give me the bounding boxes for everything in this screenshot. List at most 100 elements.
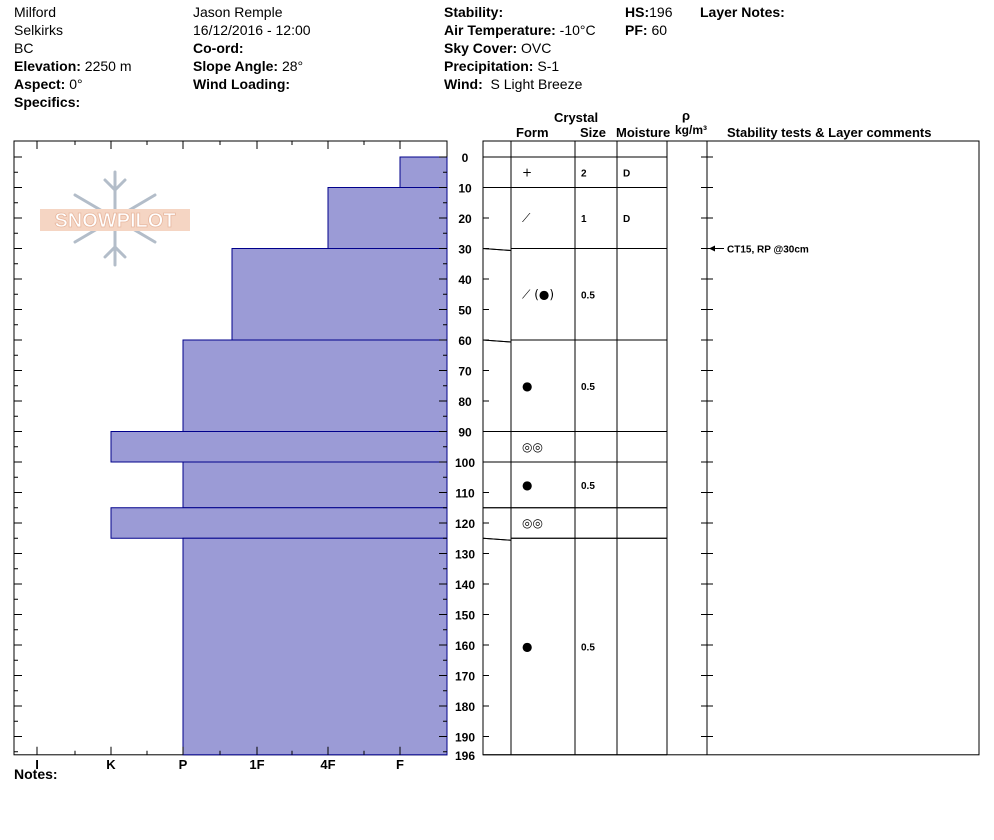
- depth-label: 60: [458, 334, 472, 348]
- sky-cover: Sky Cover: OVC: [444, 39, 551, 57]
- crystal-form: ◎◎: [522, 516, 543, 530]
- stability-label: Stability:: [444, 4, 504, 20]
- moisture: D: [623, 168, 630, 179]
- depth-label: 100: [455, 456, 475, 470]
- pf: PF: 60: [625, 21, 667, 39]
- hardness-bar: [110, 507, 448, 539]
- density-unit-header: kg/m³: [675, 123, 708, 137]
- stability-arrow-head: [709, 245, 715, 252]
- elevation-value: 2250 m: [84, 58, 132, 74]
- slope: Slope Angle: 28°: [193, 57, 303, 75]
- moisture-header: Moisture: [616, 125, 671, 140]
- layer-boundary-connector: [482, 248, 512, 251]
- crystal-size: 1: [581, 214, 587, 225]
- hardness-bar: [231, 248, 448, 341]
- range: Selkirks: [14, 22, 64, 38]
- layer-notes-label: Layer Notes:: [700, 4, 785, 20]
- depth-label: 140: [455, 578, 475, 592]
- depth-label: 120: [455, 517, 475, 531]
- logo-text: SNOWPILOT: [54, 210, 175, 232]
- crystal-form: ⟋: [522, 211, 531, 225]
- coord-label: Co-ord:: [193, 40, 244, 56]
- sky-label: Sky Cover:: [444, 40, 518, 56]
- wind: Wind: S Light Breeze: [444, 75, 582, 93]
- depth-label: 30: [458, 243, 472, 257]
- hs: HS:196: [625, 3, 672, 21]
- crystal-size: 0.5: [581, 643, 595, 654]
- air-temp-value: -10°C: [559, 22, 596, 38]
- crystal-form: ⟋ (●): [522, 287, 554, 301]
- hardness-bar: [182, 339, 448, 432]
- hardness-label: P: [179, 757, 188, 772]
- crystal-size: 0.5: [581, 481, 595, 492]
- wind-loading-label: Wind Loading:: [193, 76, 291, 92]
- pf-value: 60: [651, 22, 668, 38]
- wind-value: S Light Breeze: [490, 76, 583, 92]
- crystal-form: ●: [522, 379, 532, 393]
- crystal-form: ◎◎: [522, 440, 543, 454]
- depth-label: 160: [455, 639, 475, 653]
- depth-label: 70: [458, 365, 472, 379]
- depth-label: 190: [455, 731, 475, 745]
- hardness-bar: [327, 187, 448, 249]
- stability-comments-header: Stability tests & Layer comments: [727, 125, 932, 140]
- specifics-label: Specifics:: [14, 94, 81, 110]
- hardness-label: F: [396, 757, 404, 772]
- hs-label: HS:: [625, 4, 650, 20]
- datetime: 16/12/2016 - 12:00: [193, 22, 311, 38]
- snowpilot-logo: SNOWPILOT: [40, 170, 190, 267]
- location: Milford: [14, 4, 57, 20]
- stability-test-label: CT15, RP @30cm: [727, 245, 809, 256]
- air-temp-label: Air Temperature:: [444, 22, 556, 38]
- elevation-label: Elevation:: [14, 58, 81, 74]
- layer-table-frame: [482, 140, 980, 756]
- depth-label: 150: [455, 609, 475, 623]
- hardness-bar: [182, 537, 448, 756]
- wind-label: Wind:: [444, 76, 483, 92]
- observer: Jason Remple: [193, 4, 283, 20]
- crystal-size: 2: [581, 168, 587, 179]
- slope-value: 28°: [281, 58, 304, 74]
- layer-boundary-connector: [482, 537, 512, 541]
- state: BC: [14, 40, 34, 56]
- depth-label: 130: [455, 548, 475, 562]
- aspect-label: Aspect:: [14, 76, 66, 92]
- crystal-form: ●: [522, 640, 532, 654]
- depth-label: 110: [455, 487, 475, 501]
- layer-boundary-connector: [482, 339, 512, 343]
- crystal-size: 0.5: [581, 290, 595, 301]
- hardness-label: K: [106, 757, 116, 772]
- depth-label: 0: [462, 151, 469, 165]
- slope-label: Slope Angle:: [193, 58, 279, 74]
- hardness-label: I: [35, 757, 39, 772]
- pf-label: PF:: [625, 22, 648, 38]
- rho-header: ρ: [682, 108, 691, 123]
- hardness-bar: [110, 431, 448, 463]
- aspect: Aspect: 0°: [14, 75, 83, 93]
- crystal-header: Crystal: [554, 110, 599, 125]
- depth-label: 90: [458, 426, 472, 440]
- hardness-bar: [182, 461, 448, 509]
- hs-value: 196: [649, 4, 673, 20]
- crystal-form: ●: [522, 478, 532, 492]
- precip-value: S-1: [537, 58, 560, 74]
- depth-label: 170: [455, 670, 475, 684]
- precipitation: Precipitation: S-1: [444, 57, 559, 75]
- depth-label: 20: [458, 212, 472, 226]
- notes-label: Notes:: [14, 766, 58, 782]
- hardness-label: 4F: [320, 757, 335, 772]
- air-temp: Air Temperature: -10°C: [444, 21, 596, 39]
- hardness-label: 1F: [249, 757, 264, 772]
- aspect-value: 0°: [69, 76, 83, 92]
- precip-label: Precipitation:: [444, 58, 534, 74]
- depth-label: 180: [455, 700, 475, 714]
- crystal-form: +: [522, 165, 532, 179]
- moisture: D: [623, 214, 630, 225]
- depth-label: 10: [458, 182, 472, 196]
- depth-label: 196: [455, 749, 475, 763]
- depth-label: 80: [458, 395, 472, 409]
- size-header: Size: [580, 125, 607, 140]
- crystal-size: 0.5: [581, 382, 595, 393]
- sky-value: OVC: [521, 40, 552, 56]
